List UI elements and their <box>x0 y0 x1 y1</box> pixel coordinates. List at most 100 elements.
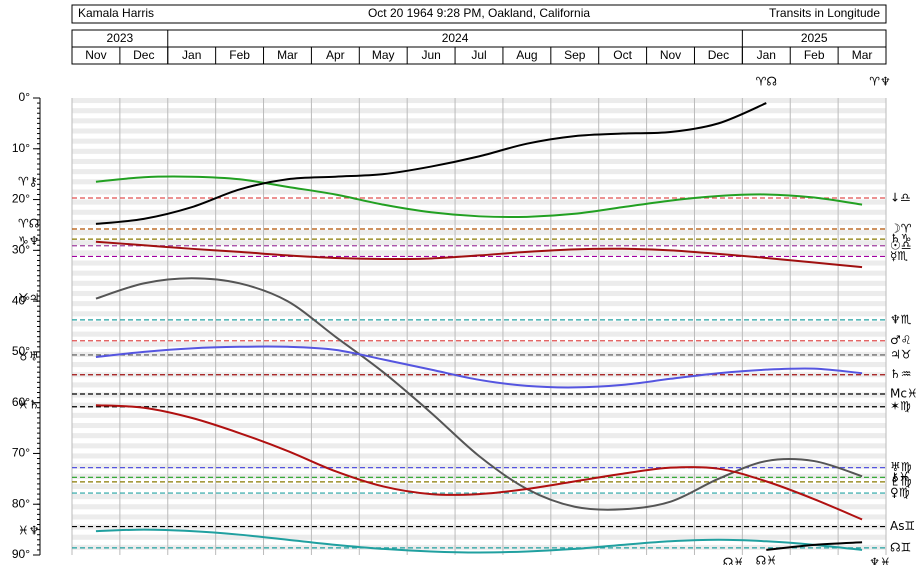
grid-stripe <box>72 290 886 297</box>
grid-stripe <box>72 260 886 266</box>
series-line <box>95 345 863 389</box>
grid-stripe <box>72 321 886 327</box>
birth-info: Oct 20 1964 9:28 PM, Oakland, California <box>368 6 590 20</box>
y-tick-label: 20° <box>12 192 30 206</box>
grid-stripe <box>72 473 886 479</box>
grid-stripe <box>72 138 886 144</box>
grid-stripe <box>72 392 886 398</box>
month-label: Jun <box>421 48 440 62</box>
month-label: Feb <box>804 48 825 62</box>
grid-stripe <box>72 169 886 175</box>
series-line <box>95 277 863 511</box>
grid-stripe <box>72 534 886 540</box>
bottom-label: ♆♓ <box>869 556 891 565</box>
natal-label: ♄♒ <box>890 367 912 381</box>
grid-stripe <box>72 524 886 530</box>
grid-stripe <box>72 483 886 489</box>
grid-stripe <box>72 189 886 195</box>
year-label: 2023 <box>107 31 134 45</box>
natal-label: Mc♓ <box>890 387 918 401</box>
month-label: Nov <box>660 48 681 62</box>
natal-label: ⚷♓ <box>890 470 910 484</box>
series-line <box>95 240 863 269</box>
month-label: Jan <box>757 48 776 62</box>
series-label: ♑♆ <box>18 234 40 248</box>
grid-stripe <box>72 422 886 429</box>
grid-stripe <box>72 514 886 520</box>
top-label: ♈♆ <box>869 75 891 89</box>
grid-stripe <box>72 463 886 469</box>
natal-label: As♊ <box>890 519 915 533</box>
y-tick-label: 80° <box>12 496 30 510</box>
top-label: ♈☊ <box>756 75 777 89</box>
month-label: May <box>372 48 395 62</box>
month-label: Sep <box>564 48 586 62</box>
year-label: 2024 <box>442 31 469 45</box>
y-tick-label: 70° <box>12 446 30 460</box>
y-tick-label: 40° <box>12 293 30 307</box>
grid-stripe <box>72 108 886 114</box>
grid-stripe <box>72 240 886 246</box>
series-label: ♉♃ <box>18 291 40 305</box>
grid-stripe <box>72 331 886 337</box>
natal-label: ✶♍ <box>890 399 911 413</box>
grid-stripe <box>72 118 886 124</box>
month-label: Jan <box>182 48 201 62</box>
grid-stripe <box>72 362 886 368</box>
grid-stripe <box>72 98 886 104</box>
grid-stripe <box>72 219 886 225</box>
grid-stripe <box>72 351 886 357</box>
natal-label: ☿♏ <box>890 249 908 263</box>
year-label: 2025 <box>801 31 828 45</box>
grid-stripe <box>72 270 886 276</box>
grid-stripe <box>72 382 886 388</box>
natal-label: ☉♎ <box>890 238 912 252</box>
header-box <box>71 4 887 24</box>
series-label: ♈⚷ <box>18 174 38 188</box>
natal-label: ↓♎ <box>890 191 911 205</box>
series-label: ♉♅ <box>18 349 40 363</box>
month-label: Apr <box>326 48 345 62</box>
y-tick-label: 90° <box>12 547 30 561</box>
y-tick-label: 10° <box>12 141 30 155</box>
y-tick-label: 30° <box>12 243 30 257</box>
grid-stripe <box>72 494 886 500</box>
y-tick-label: 60° <box>12 395 30 409</box>
grid-stripe <box>72 311 886 317</box>
month-label: Dec <box>133 48 154 62</box>
person-name: Kamala Harris <box>78 6 154 20</box>
grid-stripe <box>72 341 886 347</box>
natal-label: ♀♍ <box>890 486 910 500</box>
grid-stripe <box>72 209 886 215</box>
bottom-label: ☊♓ <box>723 556 744 565</box>
series-label: ☊♓ <box>756 554 777 565</box>
natal-label: ☊♊ <box>890 540 911 554</box>
series-line <box>766 541 863 551</box>
grid-stripe <box>72 443 886 449</box>
grid-stripe <box>72 402 886 408</box>
grid-stripe <box>72 412 886 418</box>
series-line <box>95 404 863 521</box>
natal-label: ☽♈ <box>890 222 912 236</box>
series-line <box>95 175 863 219</box>
y-tick-label: 0° <box>19 90 31 104</box>
month-label: Feb <box>229 48 250 62</box>
grid-stripe <box>72 128 886 134</box>
grid-stripe <box>72 179 886 185</box>
grid-stripe <box>72 158 886 165</box>
month-label: Dec <box>708 48 729 62</box>
month-label: Mar <box>277 48 298 62</box>
series-label: ♈☊ <box>18 216 39 230</box>
grid-stripe <box>72 280 886 286</box>
grid-stripe <box>72 250 886 256</box>
month-label: Nov <box>85 48 106 62</box>
series-line <box>95 102 767 225</box>
series-line <box>95 528 863 554</box>
month-label: Oct <box>613 48 632 62</box>
grid-stripe <box>72 230 886 236</box>
natal-label: ♄♑ <box>890 232 912 246</box>
natal-label: ♂♌ <box>890 333 912 347</box>
grid-stripe <box>72 504 886 510</box>
natal-label: ♃♉ <box>890 347 912 361</box>
